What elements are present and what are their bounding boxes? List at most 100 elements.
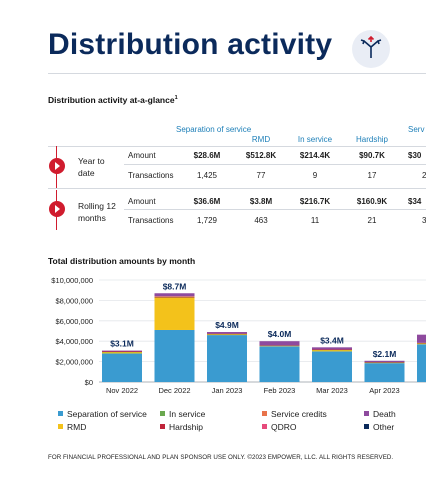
legend-swatch [364, 411, 369, 417]
legend-swatch [160, 424, 165, 430]
col-header-hardship: Hardship [355, 135, 388, 144]
col-header-rmd: RMD [251, 135, 271, 144]
data-label: $3.1M [110, 339, 134, 349]
row-type: Amount [128, 151, 156, 160]
legend-item: Separation of service [58, 409, 147, 419]
bar-segment [207, 335, 247, 382]
bar-segment [154, 329, 195, 382]
cell: 2 [422, 171, 426, 180]
cell: 3 [422, 216, 426, 225]
y-tick-label: $10,000,000 [51, 276, 93, 285]
cell: 1,425 [196, 171, 218, 180]
divider [48, 188, 426, 189]
bar-segment [154, 293, 195, 297]
legend-item: RMD [58, 422, 86, 432]
cell: 9 [312, 171, 318, 180]
chevron-right-icon [49, 158, 65, 174]
legend-swatch [58, 411, 63, 417]
bar-segment [207, 334, 247, 336]
x-tick-label: Nov 2022 [106, 386, 138, 395]
legend-item: QDRO [262, 422, 297, 432]
cell: 17 [367, 171, 377, 180]
legend-swatch [262, 411, 267, 417]
page-title: Distribution activity [48, 28, 333, 61]
y-tick-label: $4,000,000 [55, 337, 93, 346]
legend-item: Hardship [160, 422, 203, 432]
bar-segment [102, 353, 142, 382]
divider [48, 146, 426, 147]
bar-segment [417, 344, 426, 382]
split-arrows-icon [352, 30, 390, 68]
col-header-in-service: In service [297, 135, 333, 144]
bar-segment [102, 351, 142, 353]
cell: $90.7K [359, 151, 385, 160]
cell: 1,729 [196, 216, 218, 225]
legend-item: Death [364, 409, 396, 419]
bar-segment [312, 347, 352, 350]
cell: $160.9K [356, 197, 388, 206]
cell: $3.8M [249, 197, 273, 206]
bar-segment [364, 362, 405, 363]
cell: $28.6M [193, 151, 221, 160]
bar-segment [417, 342, 426, 344]
bar-segment [417, 343, 426, 345]
footer-disclaimer: FOR FINANCIAL PROFESSIONAL AND PLAN SPON… [48, 454, 394, 461]
bar-segment [207, 332, 247, 334]
bar-segment [154, 296, 195, 297]
bar-segment [312, 349, 352, 350]
bar-segment [154, 296, 195, 298]
bar-segment [364, 360, 405, 363]
x-tick-label: Feb 2023 [264, 386, 296, 395]
cell: $214.4K [299, 151, 331, 160]
legend-swatch [262, 424, 267, 430]
legend-swatch [160, 411, 165, 417]
x-tick-label: Dec 2022 [158, 386, 190, 395]
legend-item: Service credits [262, 409, 327, 419]
bar-segment [259, 345, 300, 347]
data-label: $4.9M [215, 320, 239, 330]
cell: 77 [256, 171, 266, 180]
bar-segment [364, 363, 405, 382]
data-label: $3.4M [320, 335, 344, 345]
bar-segment [364, 362, 405, 364]
legend-item: In service [160, 409, 205, 419]
bar-segment [102, 350, 142, 352]
chevron-right-icon [49, 201, 65, 217]
row-type: Amount [128, 197, 156, 206]
bar-segment [154, 297, 195, 330]
cell: 21 [367, 216, 377, 225]
row-type: Transactions [128, 216, 174, 225]
bar-segment [259, 341, 300, 346]
bar-segment [102, 351, 142, 354]
bar-segment [312, 349, 352, 352]
legend-item: Other [364, 422, 394, 432]
cell: 11 [310, 216, 320, 225]
row-type: Transactions [128, 171, 174, 180]
col-header-service-credits: Serv cred [408, 125, 426, 134]
cell: $34 [408, 197, 422, 206]
x-tick-label: Apr 2023 [369, 386, 399, 395]
stacked-bar-chart: $10,000,000 $8,000,000 $6,000,000 $4,000,00… [51, 276, 426, 395]
data-label: $4.0M [268, 329, 292, 339]
y-tick-label: $2,000,000 [55, 358, 93, 367]
chart-section-label: Total distribution amounts by month [48, 256, 196, 266]
data-label: $2.1M [373, 349, 397, 359]
bar-segment [207, 333, 247, 335]
cell: $30 [408, 151, 422, 160]
legend-swatch [364, 424, 369, 430]
data-label: $8.7M [163, 281, 187, 291]
y-tick-label: $6,000,000 [55, 317, 93, 326]
x-tick-label: Mar 2023 [316, 386, 348, 395]
group-label-ytd: Year to date [78, 156, 105, 178]
bar-segment [312, 351, 352, 382]
bar-segment [259, 345, 300, 346]
col-header-separation: Separation of service [176, 125, 252, 134]
divider [124, 209, 426, 210]
y-tick-label: $0 [85, 378, 93, 387]
divider [48, 73, 426, 74]
cell: $216.7K [299, 197, 331, 206]
x-tick-label: Jan 2023 [212, 386, 243, 395]
group-label-rolling: Rolling 12 months [78, 201, 116, 223]
glance-label: Distribution activity at-a-glance1 [48, 95, 178, 105]
cell: $512.8K [245, 151, 277, 160]
